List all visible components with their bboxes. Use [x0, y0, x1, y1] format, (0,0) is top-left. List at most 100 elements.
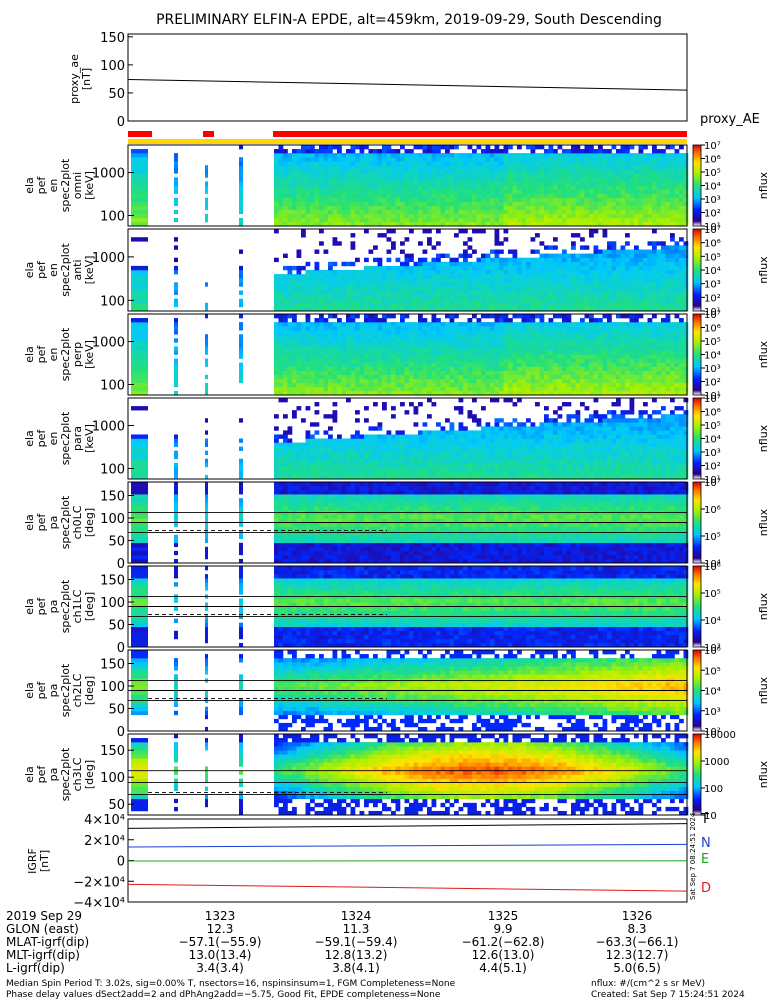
data-cell	[620, 354, 626, 359]
data-cell	[476, 294, 482, 299]
data-cell	[481, 165, 486, 170]
data-cell	[571, 161, 576, 166]
data-cell	[404, 286, 410, 291]
data-cell	[467, 318, 473, 323]
data-cell	[386, 185, 392, 190]
data-cell	[571, 350, 576, 355]
data-cell	[413, 221, 419, 227]
data-cell	[337, 390, 342, 396]
data-cell	[467, 362, 473, 367]
data-cell	[476, 318, 482, 323]
data-cell	[314, 370, 320, 376]
data-cell	[647, 374, 653, 380]
data-cell	[440, 221, 446, 227]
data-cell	[382, 350, 387, 355]
data-cell	[557, 362, 563, 367]
data-cell	[521, 201, 527, 207]
data-cell	[661, 157, 666, 162]
data-cell	[287, 274, 293, 279]
data-cell	[476, 181, 482, 186]
data-cell	[634, 209, 639, 215]
data-cell	[490, 350, 495, 355]
data-cell	[382, 374, 387, 380]
data-cell	[296, 161, 302, 166]
data-cell	[512, 302, 518, 308]
data-cell	[283, 358, 288, 363]
data-cell	[463, 265, 468, 271]
data-cell	[521, 213, 527, 219]
data-cell	[625, 354, 630, 359]
data-cell	[368, 390, 374, 396]
data-cell	[422, 157, 428, 162]
data-cell	[575, 370, 581, 376]
data-cell	[413, 282, 419, 287]
data-cell	[535, 354, 540, 359]
data-cell	[616, 342, 621, 347]
data-cell	[661, 302, 666, 308]
data-cell	[620, 374, 626, 380]
data-cell	[283, 217, 288, 223]
data-cell	[373, 382, 378, 388]
data-cell	[427, 173, 432, 178]
data-cell	[481, 253, 486, 258]
data-cell	[566, 366, 572, 371]
data-cell	[472, 249, 477, 254]
data-cell	[386, 249, 392, 254]
data-cell	[643, 330, 648, 335]
data-cell	[665, 165, 671, 170]
data-cell	[656, 286, 662, 291]
data-cell	[305, 338, 311, 343]
data-cell	[611, 270, 617, 275]
data-cell	[575, 362, 581, 367]
data-cell	[602, 233, 608, 238]
data-cell	[431, 386, 437, 392]
data-cell	[386, 294, 392, 299]
data-cell	[341, 286, 347, 291]
data-cell	[517, 374, 522, 380]
data-cell	[445, 342, 450, 347]
data-cell	[328, 378, 333, 384]
data-cell	[337, 149, 342, 154]
data-cell	[508, 265, 513, 271]
data-cell	[625, 165, 630, 170]
data-cell	[539, 362, 545, 367]
data-cell	[526, 261, 531, 267]
data-cell	[239, 169, 243, 174]
data-cell	[355, 370, 360, 376]
data-cell	[368, 382, 374, 388]
data-cell	[562, 153, 567, 158]
data-cell	[494, 390, 500, 396]
data-cell	[364, 278, 369, 283]
data-cell	[602, 161, 608, 166]
data-cell	[548, 165, 554, 170]
data-cell	[571, 189, 576, 194]
data-cell	[463, 241, 468, 246]
data-cell	[553, 193, 558, 198]
data-cell	[674, 213, 680, 219]
data-cell	[292, 282, 297, 287]
data-cell	[283, 334, 288, 339]
data-cell	[301, 378, 306, 384]
data-cell	[436, 306, 441, 312]
data-cell	[589, 366, 594, 371]
data-cell	[643, 145, 648, 150]
data-cell	[436, 290, 441, 295]
data-cell	[629, 189, 635, 194]
data-cell	[391, 189, 396, 194]
data-cell	[517, 169, 522, 174]
data-cell	[274, 286, 279, 291]
data-cell	[422, 322, 428, 327]
data-cell	[539, 366, 545, 371]
data-cell	[575, 354, 581, 359]
data-cell	[449, 177, 455, 182]
data-cell	[310, 213, 315, 219]
data-cell	[359, 374, 365, 380]
data-cell	[458, 205, 464, 211]
data-cell	[652, 205, 657, 211]
data-cell	[440, 382, 446, 388]
data-cell	[314, 330, 320, 335]
data-cell	[422, 274, 428, 279]
data-cell	[670, 366, 675, 371]
data-cell	[427, 201, 432, 207]
data-cell	[553, 201, 558, 207]
